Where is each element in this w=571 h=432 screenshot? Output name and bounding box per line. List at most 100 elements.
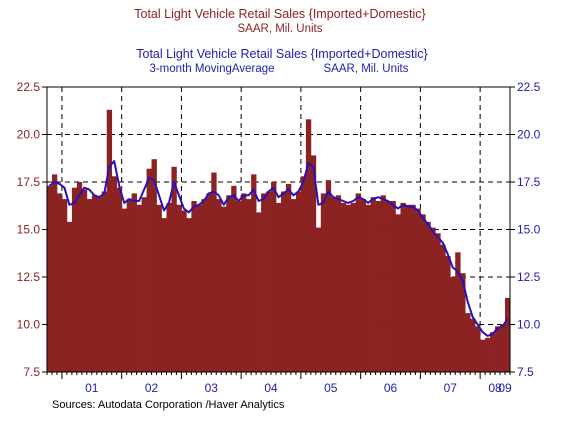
bar [350, 202, 357, 372]
bar-series [47, 109, 511, 373]
bar [325, 180, 332, 372]
bar [410, 204, 416, 372]
bar [400, 202, 406, 372]
bar [380, 195, 386, 372]
bar [440, 244, 446, 372]
bar [106, 109, 113, 373]
bar [271, 182, 277, 372]
chart-title-bar: Total Light Vehicle Retail Sales {Import… [134, 7, 425, 21]
bar [146, 168, 152, 372]
bar [181, 210, 187, 372]
x-tick-label: 05 [324, 381, 338, 395]
bar [485, 337, 491, 372]
bar [66, 221, 73, 372]
x-tick-label: 01 [85, 381, 99, 395]
source-note: Sources: Autodata Corporation /Haver Ana… [52, 399, 285, 411]
x-tick-label: 03 [205, 381, 219, 395]
bar [141, 197, 147, 372]
bar [261, 193, 267, 372]
bar [231, 185, 237, 372]
bar [201, 199, 207, 372]
bar [375, 201, 381, 372]
y-tick-label-left: 20.0 [17, 128, 41, 142]
y-tick-label-right: 20.0 [517, 128, 541, 142]
bar [196, 204, 202, 372]
bar [435, 233, 441, 372]
bar [340, 202, 347, 372]
bar [345, 204, 352, 372]
bar [445, 256, 451, 372]
bar [455, 252, 461, 372]
bar [420, 214, 426, 372]
bar [490, 332, 496, 372]
bar [425, 221, 431, 372]
bar [465, 313, 471, 372]
bar [236, 201, 242, 372]
bar [161, 218, 167, 372]
bar [91, 195, 98, 372]
bar [360, 199, 366, 372]
bar [131, 193, 137, 372]
chart-subtitle-line-left: 3-month MovingAverage [149, 63, 274, 75]
bar [101, 191, 108, 372]
bar [136, 204, 142, 372]
x-tick-label: 04 [264, 381, 278, 395]
bar [216, 199, 222, 372]
bar [470, 318, 476, 372]
y-tick-label-right: 12.5 [517, 270, 541, 284]
bar [310, 155, 317, 372]
bar [365, 204, 371, 372]
bar [246, 199, 252, 372]
x-tick-label: 09 [498, 381, 512, 395]
moving-average-line [48, 160, 509, 337]
y-tick-label-left: 10.0 [17, 318, 41, 332]
bar [151, 159, 157, 372]
y-tick-label-right: 22.5 [517, 80, 541, 94]
bar [370, 197, 376, 372]
bar [166, 202, 172, 372]
x-tick-label: 02 [145, 381, 159, 395]
bar [211, 172, 217, 372]
y-tick-label-left: 7.5 [23, 365, 40, 379]
bar [430, 227, 436, 372]
bar [176, 204, 182, 372]
bar [305, 119, 312, 372]
bar [191, 201, 197, 372]
bar [505, 297, 511, 372]
y-tick-label-right: 7.5 [517, 365, 534, 379]
chart-subtitle-bar: SAAR, Mil. Units [238, 23, 323, 35]
bar [76, 182, 83, 372]
bar [390, 201, 396, 372]
bar [256, 212, 262, 372]
bar [96, 197, 103, 372]
bar [241, 193, 247, 372]
bar [290, 199, 297, 372]
bar [186, 218, 192, 372]
x-tick-label: 07 [444, 381, 458, 395]
bar [126, 199, 132, 372]
bar [86, 199, 93, 372]
y-tick-label-left: 12.5 [17, 270, 41, 284]
bar [300, 176, 307, 372]
bar [206, 193, 212, 372]
bar [475, 326, 481, 372]
bar [450, 277, 456, 372]
y-tick-label-right: 15.0 [517, 223, 541, 237]
y-tick-label-right: 10.0 [517, 318, 541, 332]
bar [315, 227, 322, 372]
bar [320, 193, 327, 372]
chart-title-line: Total Light Vehicle Retail Sales {Import… [136, 47, 427, 61]
bar [116, 187, 123, 372]
bar [295, 191, 302, 372]
bar [71, 187, 78, 372]
bar [276, 202, 282, 372]
bar [61, 199, 68, 372]
bar [355, 193, 361, 372]
bar [500, 324, 506, 372]
bar [285, 183, 292, 372]
bar [385, 201, 391, 372]
bar [171, 166, 177, 372]
tick-labels: 7.5 7.5 10.0 10.0 12.5 12.5 15.0 15.0 17.5 17.5 20… [17, 80, 541, 395]
y-tick-label-left: 17.5 [17, 175, 41, 189]
